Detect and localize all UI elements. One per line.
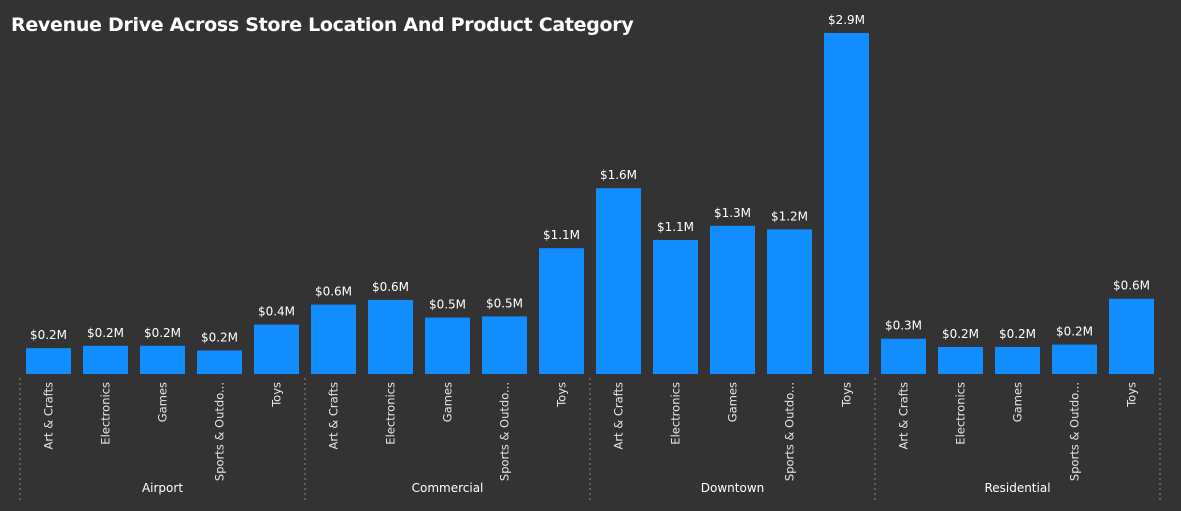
bar[interactable] (710, 225, 755, 374)
data-label: $0.2M (87, 326, 124, 340)
group-label: Commercial (412, 481, 484, 495)
x-tick-label: Electronics (669, 382, 683, 445)
x-tick-label: Art & Crafts (612, 382, 626, 450)
chart-title: Revenue Drive Across Store Location And … (11, 14, 634, 36)
bar[interactable] (995, 346, 1040, 374)
data-label: $2.9M (828, 13, 865, 27)
bar[interactable] (83, 345, 128, 374)
bar[interactable] (653, 239, 698, 374)
bar[interactable] (254, 324, 299, 374)
x-tick-label: Games (441, 382, 455, 422)
bar[interactable] (26, 348, 71, 374)
data-label: $1.3M (714, 206, 751, 220)
x-tick-label: Toys (555, 382, 569, 408)
x-tick-label: Sports & Outdo... (783, 382, 797, 481)
bar[interactable] (1052, 344, 1097, 374)
x-tick-label: Electronics (99, 382, 113, 445)
x-tick-label: Sports & Outdo... (498, 382, 512, 481)
data-label: $0.2M (144, 326, 181, 340)
bar[interactable] (767, 229, 812, 374)
data-label: $0.6M (372, 280, 409, 294)
data-label: $1.2M (771, 209, 808, 223)
data-label: $0.5M (429, 298, 466, 312)
group-label: Airport (142, 481, 183, 495)
bar[interactable] (368, 299, 413, 374)
x-tick-label: Toys (1125, 382, 1139, 408)
bar[interactable] (425, 317, 470, 374)
bar[interactable] (482, 316, 527, 374)
x-tick-label: Art & Crafts (42, 382, 56, 450)
data-label: $1.6M (600, 168, 637, 182)
bar[interactable] (824, 33, 869, 374)
bar[interactable] (539, 248, 584, 374)
data-label: $0.6M (1113, 279, 1150, 293)
x-tick-label: Games (726, 382, 740, 422)
data-label: $0.2M (30, 328, 67, 342)
x-tick-label: Sports & Outdo... (1068, 382, 1082, 481)
x-tick-label: Art & Crafts (327, 382, 341, 450)
bar[interactable] (881, 338, 926, 374)
data-label: $0.5M (486, 296, 523, 310)
data-label: $0.2M (201, 330, 238, 344)
x-tick-label: Toys (270, 382, 284, 408)
x-tick-label: Games (1011, 382, 1025, 422)
data-label: $0.4M (258, 305, 295, 319)
x-tick-label: Electronics (384, 382, 398, 445)
x-tick-label: Art & Crafts (897, 382, 911, 450)
bar[interactable] (197, 350, 242, 374)
data-label: $1.1M (543, 228, 580, 242)
x-tick-label: Games (156, 382, 170, 422)
bar[interactable] (938, 346, 983, 374)
data-label: $0.2M (942, 327, 979, 341)
data-label: $0.3M (885, 319, 922, 333)
x-tick-label: Sports & Outdo... (213, 382, 227, 481)
group-label: Residential (984, 481, 1050, 495)
x-tick-label: Electronics (954, 382, 968, 445)
bar[interactable] (140, 345, 185, 374)
data-label: $0.2M (999, 327, 1036, 341)
data-label: $1.1M (657, 220, 694, 234)
group-label: Downtown (701, 481, 764, 495)
x-tick-label: Toys (840, 382, 854, 408)
bar[interactable] (596, 188, 641, 374)
data-label: $0.6M (315, 285, 352, 299)
bar[interactable] (1109, 298, 1154, 374)
bar[interactable] (311, 304, 356, 374)
data-label: $0.2M (1056, 325, 1093, 339)
